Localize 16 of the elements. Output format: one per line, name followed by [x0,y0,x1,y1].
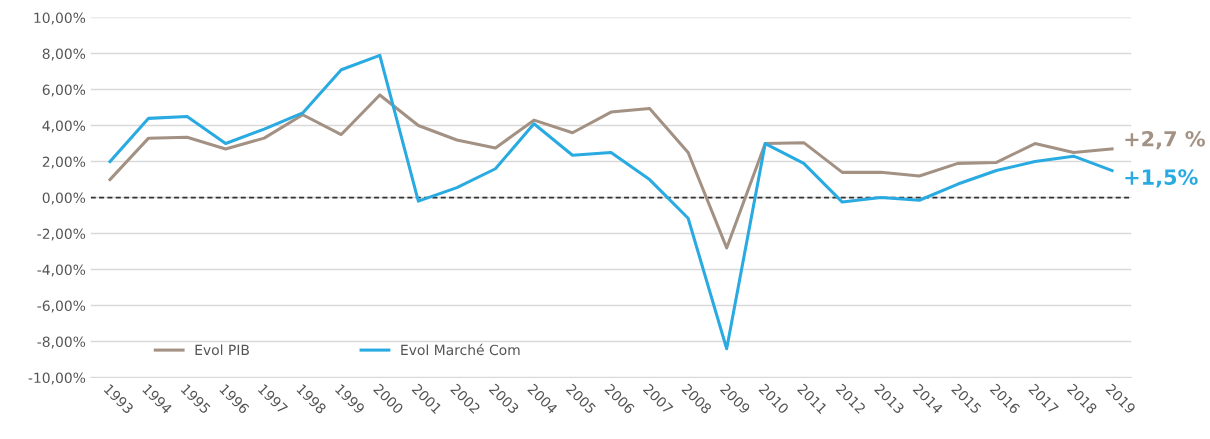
annotation: +2,7 % [1125,130,1206,150]
y-tick-label: 8,00% [42,48,86,61]
y-tick-label: 2,00% [42,156,86,169]
legend-label: Evol PIB [195,344,249,356]
y-tick-label: 10,00% [34,12,86,25]
y-tick-label: 6,00% [42,84,86,97]
y-tick-label: -4,00% [37,264,86,277]
legend-label: Evol Marché Com [401,343,520,356]
y-tick-label: -2,00% [37,228,86,241]
y-tick-label: -6,00% [37,300,86,313]
y-tick-label: 0,00% [42,192,86,205]
y-tick-label: 4,00% [42,120,86,133]
line-series [108,93,1114,250]
y-tick-label: -10,00% [28,372,86,385]
y-tick-label: -8,00% [37,336,86,349]
annotation: +1,5% [1125,169,1198,188]
